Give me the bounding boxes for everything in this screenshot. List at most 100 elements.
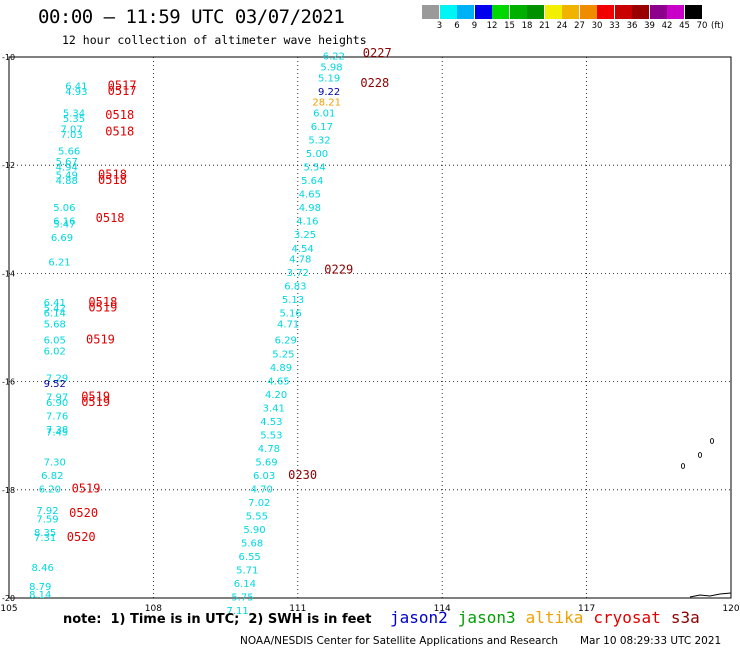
mission-legend-item: jason2 (390, 608, 448, 627)
swh-value-label: 5.06 (53, 203, 75, 214)
swh-value-label: 7.59 (36, 514, 58, 525)
swh-value-label: 5.19 (318, 73, 340, 84)
time-label: 0519 (86, 333, 115, 347)
swh-value-label: 5.98 (320, 63, 342, 74)
swh-value-label: 6.16 (53, 217, 75, 228)
time-label: 0519 (72, 482, 101, 496)
time-label: 0518 (88, 295, 117, 309)
colorbar-swatch (457, 5, 474, 19)
colorbar-unit: (ft) (711, 21, 724, 31)
swh-value-label: 6.14 (44, 309, 66, 320)
swh-value-label: 7.03 (60, 130, 82, 141)
plot-frame (8, 56, 732, 599)
swh-value-label: 7.76 (46, 411, 68, 422)
swh-value-label: 8.35 (34, 528, 56, 539)
time-label: 0518 (96, 211, 125, 225)
mission-legend-item: jason3 (457, 608, 516, 627)
swh-value-label: 6.14 (234, 579, 256, 590)
colorbar-tick-label: 30 (591, 21, 603, 31)
coastline (689, 592, 732, 598)
chart-subtitle: 12 hour collection of altimeter wave hei… (62, 33, 367, 47)
y-tick-label: -20 (2, 594, 15, 603)
swh-value-label: 4.78 (258, 444, 280, 455)
y-tick-label: -14 (2, 269, 15, 278)
colorbar-tick-label: 42 (661, 21, 673, 31)
swh-value-label: 6.29 (275, 336, 297, 347)
time-label: 0229 (324, 262, 353, 276)
time-label: 0518 (98, 168, 127, 182)
time-label: 0518 (105, 108, 134, 122)
swh-value-label: 5.55 (246, 512, 268, 523)
colorbar-swatch (422, 5, 439, 19)
y-tick-label: -12 (2, 161, 15, 170)
swh-value-label: 4.70 (251, 485, 273, 496)
colorbar-swatch (492, 5, 509, 19)
swh-value-label: 6.02 (44, 347, 66, 358)
swh-value-label: 3.41 (263, 403, 285, 414)
swh-value-label: 6.55 (239, 552, 261, 563)
island-outline (697, 452, 703, 458)
swh-value-label: 5.66 (58, 146, 80, 157)
swh-value-label: 7.92 (36, 506, 58, 517)
swh-value-label: 7.97 (46, 393, 68, 404)
time-label: 0519 (81, 390, 110, 404)
swh-value-label: 5.64 (301, 176, 323, 187)
swh-value-label: 6.20 (39, 485, 61, 496)
swh-value-label: 4.54 (291, 244, 313, 255)
swh-value-label: 5.68 (241, 539, 263, 550)
swh-value-label: 3.72 (287, 268, 309, 279)
colorbar-swatch (632, 5, 649, 19)
credit-text: NOAA/NESDIS Center for Satellite Applica… (240, 635, 558, 647)
colorbar-swatch (684, 5, 702, 19)
swh-value-label: 7.02 (248, 498, 270, 509)
colorbar-swatch (667, 5, 684, 19)
colorbar-swatch (439, 5, 457, 19)
time-label: 0518 (105, 124, 134, 138)
swh-value-label: 4.65 (299, 190, 321, 201)
swh-value-label: 6.21 (48, 257, 70, 268)
island-outline (680, 463, 686, 469)
x-tick-label: 120 (722, 604, 739, 614)
colorbar-tick-label: 6 (454, 21, 460, 31)
swh-value-label: 4.65 (267, 376, 289, 387)
time-label: 0227 (363, 46, 392, 60)
y-tick-label: -18 (2, 486, 15, 495)
island-outline (709, 438, 715, 444)
colorbar-swatch (544, 5, 562, 19)
colorbar-swatch (474, 5, 492, 19)
colorbar-swatch (562, 5, 579, 19)
swh-value-label: 9.52 (44, 379, 66, 390)
swh-value-label: 6.03 (253, 471, 275, 482)
swh-value-label: 28.21 (312, 98, 341, 109)
time-label: 0520 (67, 530, 96, 544)
x-tick-label: 105 (0, 604, 17, 614)
swh-value-label: 6.83 (284, 282, 306, 293)
chart-title: 00:00 – 11:59 UTC 03/07/2021 (38, 6, 345, 28)
swh-value-label: 4.89 (270, 363, 292, 374)
x-tick-label: 111 (289, 604, 306, 614)
chart-note: note: 1) Time is in UTC; 2) SWH is in fe… (63, 612, 372, 627)
colorbar-tick-label: 3 (436, 21, 443, 31)
swh-value-label: 5.42 (44, 303, 66, 314)
colorbar-tick-label: 36 (626, 21, 638, 31)
time-label: 0519 (81, 395, 110, 409)
swh-value-label: 8.14 (29, 590, 51, 601)
swh-value-label: 5.00 (306, 149, 328, 160)
x-tick-label: 117 (578, 604, 595, 614)
swh-value-label: 7.31 (34, 533, 56, 544)
swh-value-label: 6.22 (323, 52, 345, 63)
x-tick-label: 114 (434, 604, 451, 614)
swh-value-label: 6.82 (41, 471, 63, 482)
time-label: 0517 (108, 78, 137, 92)
swh-value-label: 4.98 (299, 203, 321, 214)
swh-value-label: 5.53 (260, 430, 282, 441)
swh-value-label: 6.41 (65, 81, 87, 92)
swh-value-label: 6.90 (46, 398, 68, 409)
mission-legend: jason2 jason3 altika cryosat s3a (390, 608, 710, 627)
swh-value-label: 5.68 (44, 320, 66, 331)
swh-value-label: 6.17 (311, 122, 333, 133)
swh-value-label: 5.54 (304, 163, 326, 174)
colorbar-tick-label: 70 (696, 21, 708, 31)
time-label: 0520 (69, 506, 98, 520)
